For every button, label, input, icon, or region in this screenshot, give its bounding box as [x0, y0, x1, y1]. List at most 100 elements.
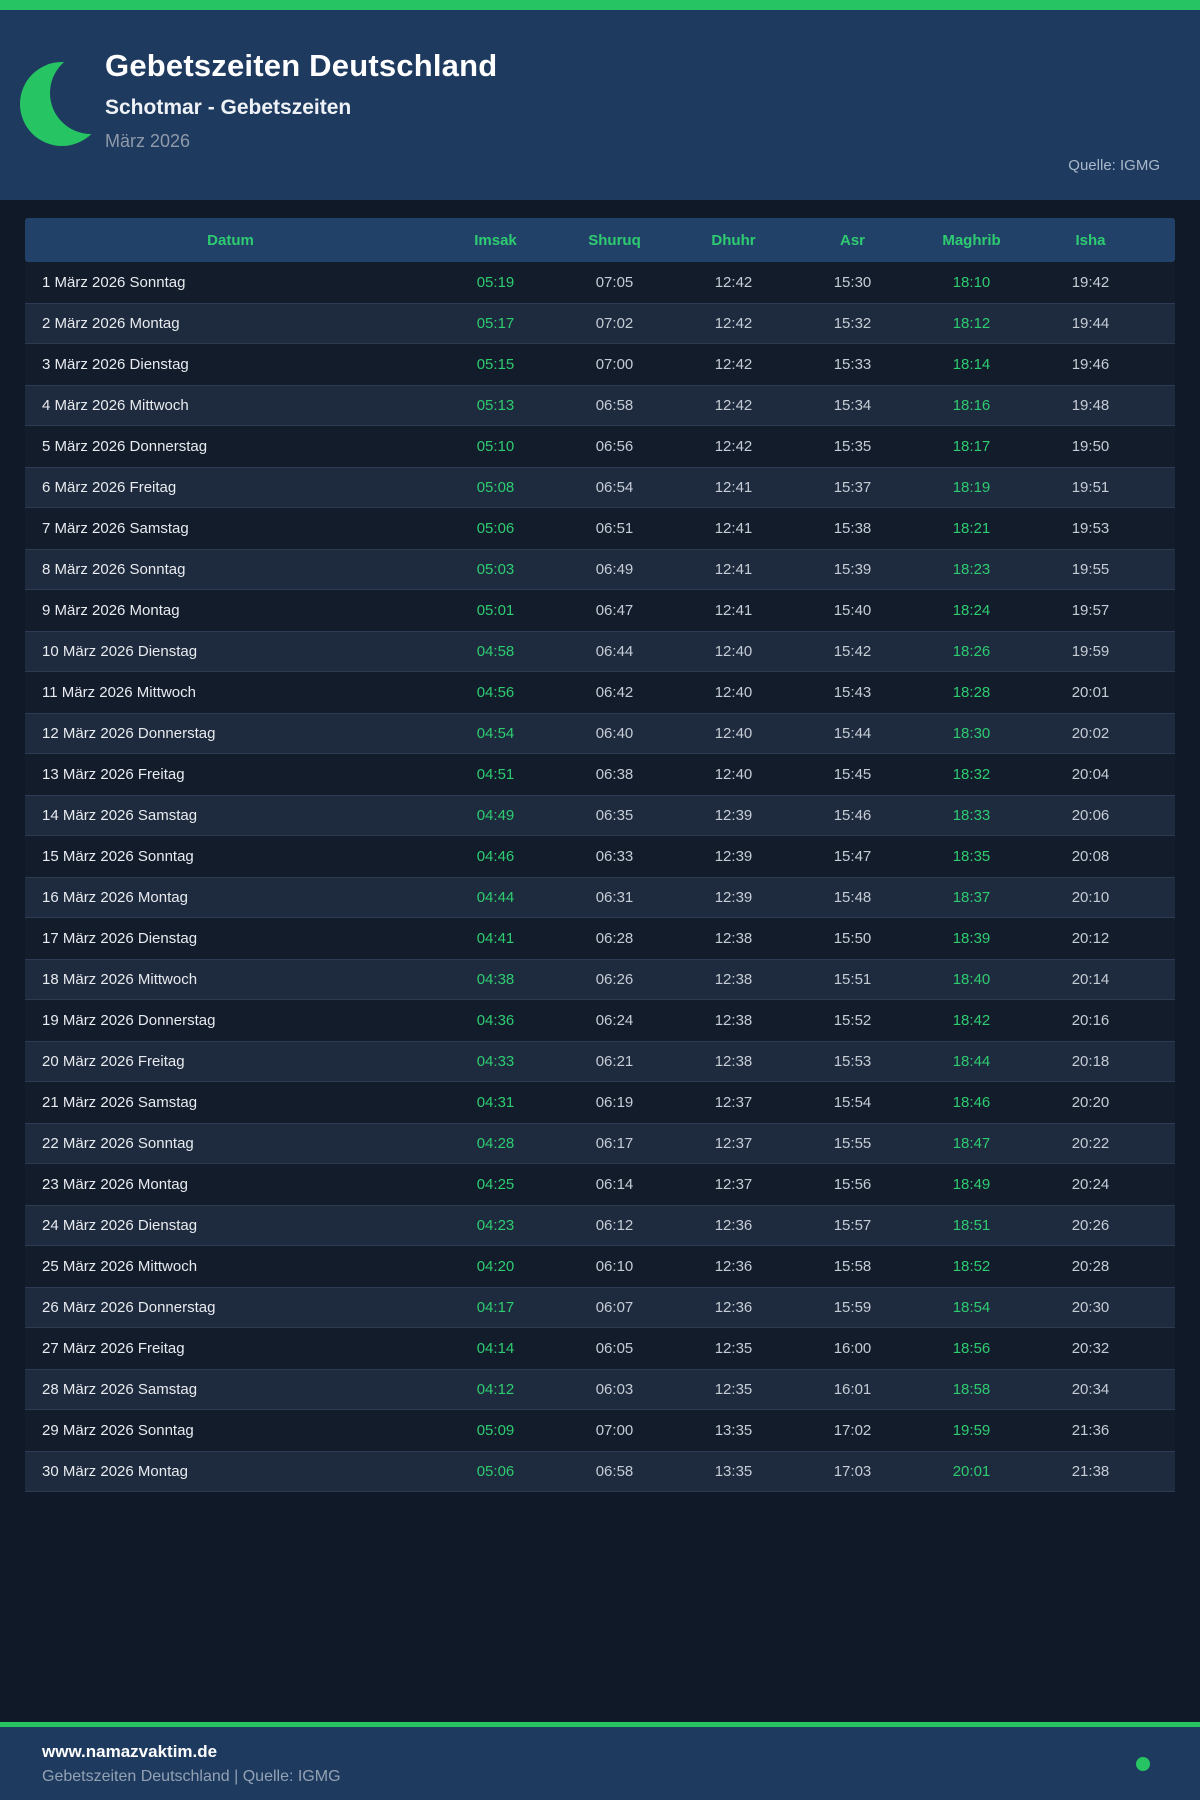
shuruq-cell: 06:28 — [595, 930, 634, 947]
maghrib-cell: 18:23 — [952, 561, 991, 578]
table-row: 20 März 2026 Freitag 04:33 06:21 12:38 15:53… — [25, 1041, 1175, 1082]
imsak-cell: 05:09 — [476, 1422, 515, 1439]
table-row: 22 März 2026 Sonntag 04:28 06:17 12:37 15:55… — [25, 1123, 1175, 1164]
imsak-cell: 05:06 — [476, 520, 515, 537]
maghrib-cell: 18:37 — [952, 889, 991, 906]
dhuhr-cell: 12:42 — [714, 315, 753, 332]
isha-cell: 20:30 — [1071, 1299, 1110, 1316]
shuruq-cell: 06:17 — [595, 1135, 634, 1152]
isha-cell: 19:42 — [1071, 274, 1110, 291]
maghrib-cell: 18:12 — [952, 315, 991, 332]
datum-cell: 14 März 2026 Samstag — [42, 807, 198, 824]
maghrib-cell: 18:51 — [952, 1217, 991, 1234]
column-header-maghrib: Maghrib — [942, 231, 1001, 249]
prayer-times-table: Datum Imsak Shuruq Dhuhr Asr Maghrib Isha 1 Mä… — [25, 218, 1175, 1492]
datum-cell: 21 März 2026 Samstag — [42, 1094, 198, 1111]
asr-cell: 16:00 — [833, 1340, 872, 1357]
shuruq-cell: 06:26 — [595, 971, 634, 988]
maghrib-cell: 18:19 — [952, 479, 991, 496]
shuruq-cell: 06:49 — [595, 561, 634, 578]
table-row: 18 März 2026 Mittwoch 04:38 06:26 12:38 15:5… — [25, 959, 1175, 1000]
dhuhr-cell: 12:37 — [714, 1135, 753, 1152]
asr-cell: 15:46 — [833, 807, 872, 824]
footer-bar: www.namazvaktim.de Gebetszeiten Deutschl… — [0, 1727, 1200, 1800]
shuruq-cell: 06:10 — [595, 1258, 634, 1275]
isha-cell: 20:12 — [1071, 930, 1110, 947]
isha-cell: 20:26 — [1071, 1217, 1110, 1234]
maghrib-cell: 18:17 — [952, 438, 991, 455]
datum-cell: 5 März 2026 Donnerstag — [42, 438, 208, 455]
shuruq-cell: 06:19 — [595, 1094, 634, 1111]
isha-cell: 21:36 — [1071, 1422, 1110, 1439]
asr-cell: 15:35 — [833, 438, 872, 455]
isha-cell: 20:16 — [1071, 1012, 1110, 1029]
imsak-cell: 04:54 — [476, 725, 515, 742]
shuruq-cell: 06:05 — [595, 1340, 634, 1357]
footer: www.namazvaktim.de Gebetszeiten Deutschl… — [0, 1722, 1200, 1800]
isha-cell: 20:02 — [1071, 725, 1110, 742]
maghrib-cell: 18:35 — [952, 848, 991, 865]
header: Gebetszeiten Deutschland Schotmar - Gebe… — [0, 10, 1200, 200]
maghrib-cell: 18:54 — [952, 1299, 991, 1316]
datum-cell: 28 März 2026 Samstag — [42, 1381, 198, 1398]
maghrib-cell: 18:40 — [952, 971, 991, 988]
asr-cell: 15:48 — [833, 889, 872, 906]
table-row: 8 März 2026 Sonntag 05:03 06:49 12:41 15:39 1… — [25, 549, 1175, 590]
imsak-cell: 04:36 — [476, 1012, 515, 1029]
shuruq-cell: 06:14 — [595, 1176, 634, 1193]
asr-cell: 15:51 — [833, 971, 872, 988]
source-label: Quelle: IGMG — [1068, 157, 1160, 174]
imsak-cell: 04:31 — [476, 1094, 515, 1111]
isha-cell: 19:59 — [1071, 643, 1110, 660]
datum-cell: 25 März 2026 Mittwoch — [42, 1258, 198, 1275]
asr-cell: 17:03 — [833, 1463, 872, 1480]
datum-cell: 8 März 2026 Sonntag — [42, 561, 186, 578]
table-header-row: Datum Imsak Shuruq Dhuhr Asr Maghrib Isha — [25, 218, 1175, 262]
dhuhr-cell: 12:39 — [714, 848, 753, 865]
isha-cell: 20:10 — [1071, 889, 1110, 906]
datum-cell: 7 März 2026 Samstag — [42, 520, 189, 537]
column-header-dhuhr: Dhuhr — [711, 231, 756, 249]
isha-cell: 20:28 — [1071, 1258, 1110, 1275]
dhuhr-cell: 12:42 — [714, 397, 753, 414]
table-row: 29 März 2026 Sonntag 05:09 07:00 13:35 17:02… — [25, 1410, 1175, 1451]
imsak-cell: 04:14 — [476, 1340, 515, 1357]
datum-cell: 24 März 2026 Dienstag — [42, 1217, 198, 1234]
table-row: 27 März 2026 Freitag 04:14 06:05 12:35 16:00… — [25, 1328, 1175, 1369]
column-header-datum: Datum — [207, 231, 254, 249]
table-row: 14 März 2026 Samstag 04:49 06:35 12:39 15:46… — [25, 795, 1175, 836]
asr-cell: 15:30 — [833, 274, 872, 291]
dhuhr-cell: 12:38 — [714, 930, 753, 947]
asr-cell: 15:52 — [833, 1012, 872, 1029]
asr-cell: 15:59 — [833, 1299, 872, 1316]
dhuhr-cell: 12:35 — [714, 1381, 753, 1398]
website-link[interactable]: www.namazvaktim.de — [42, 1741, 218, 1761]
asr-cell: 15:34 — [833, 397, 872, 414]
imsak-cell: 04:41 — [476, 930, 515, 947]
dhuhr-cell: 12:42 — [714, 356, 753, 373]
isha-cell: 19:46 — [1071, 356, 1110, 373]
table-row: 10 März 2026 Dienstag 04:58 06:44 12:40 15:4… — [25, 631, 1175, 672]
isha-cell: 19:51 — [1071, 479, 1110, 496]
shuruq-cell: 07:00 — [595, 1422, 634, 1439]
datum-cell: 12 März 2026 Donnerstag — [42, 725, 216, 742]
crescent-moon-icon — [20, 52, 132, 156]
status-dot-icon — [1136, 1756, 1150, 1771]
dhuhr-cell: 12:37 — [714, 1094, 753, 1111]
table-row: 26 März 2026 Donnerstag 04:17 06:07 12:36 15… — [25, 1287, 1175, 1328]
dhuhr-cell: 12:41 — [714, 520, 753, 537]
maghrib-cell: 18:14 — [952, 356, 991, 373]
dhuhr-cell: 12:36 — [714, 1217, 753, 1234]
shuruq-cell: 06:54 — [595, 479, 634, 496]
imsak-cell: 04:51 — [476, 766, 515, 783]
isha-cell: 20:18 — [1071, 1053, 1110, 1070]
shuruq-cell: 07:02 — [595, 315, 634, 332]
table-row: 3 März 2026 Dienstag 05:15 07:00 12:42 15:33… — [25, 344, 1175, 385]
shuruq-cell: 06:58 — [595, 1463, 634, 1480]
asr-cell: 15:54 — [833, 1094, 872, 1111]
dhuhr-cell: 12:38 — [714, 1053, 753, 1070]
footer-text-block: www.namazvaktim.de Gebetszeiten Deutschl… — [42, 1742, 341, 1786]
isha-cell: 20:34 — [1071, 1381, 1110, 1398]
shuruq-cell: 06:51 — [595, 520, 634, 537]
